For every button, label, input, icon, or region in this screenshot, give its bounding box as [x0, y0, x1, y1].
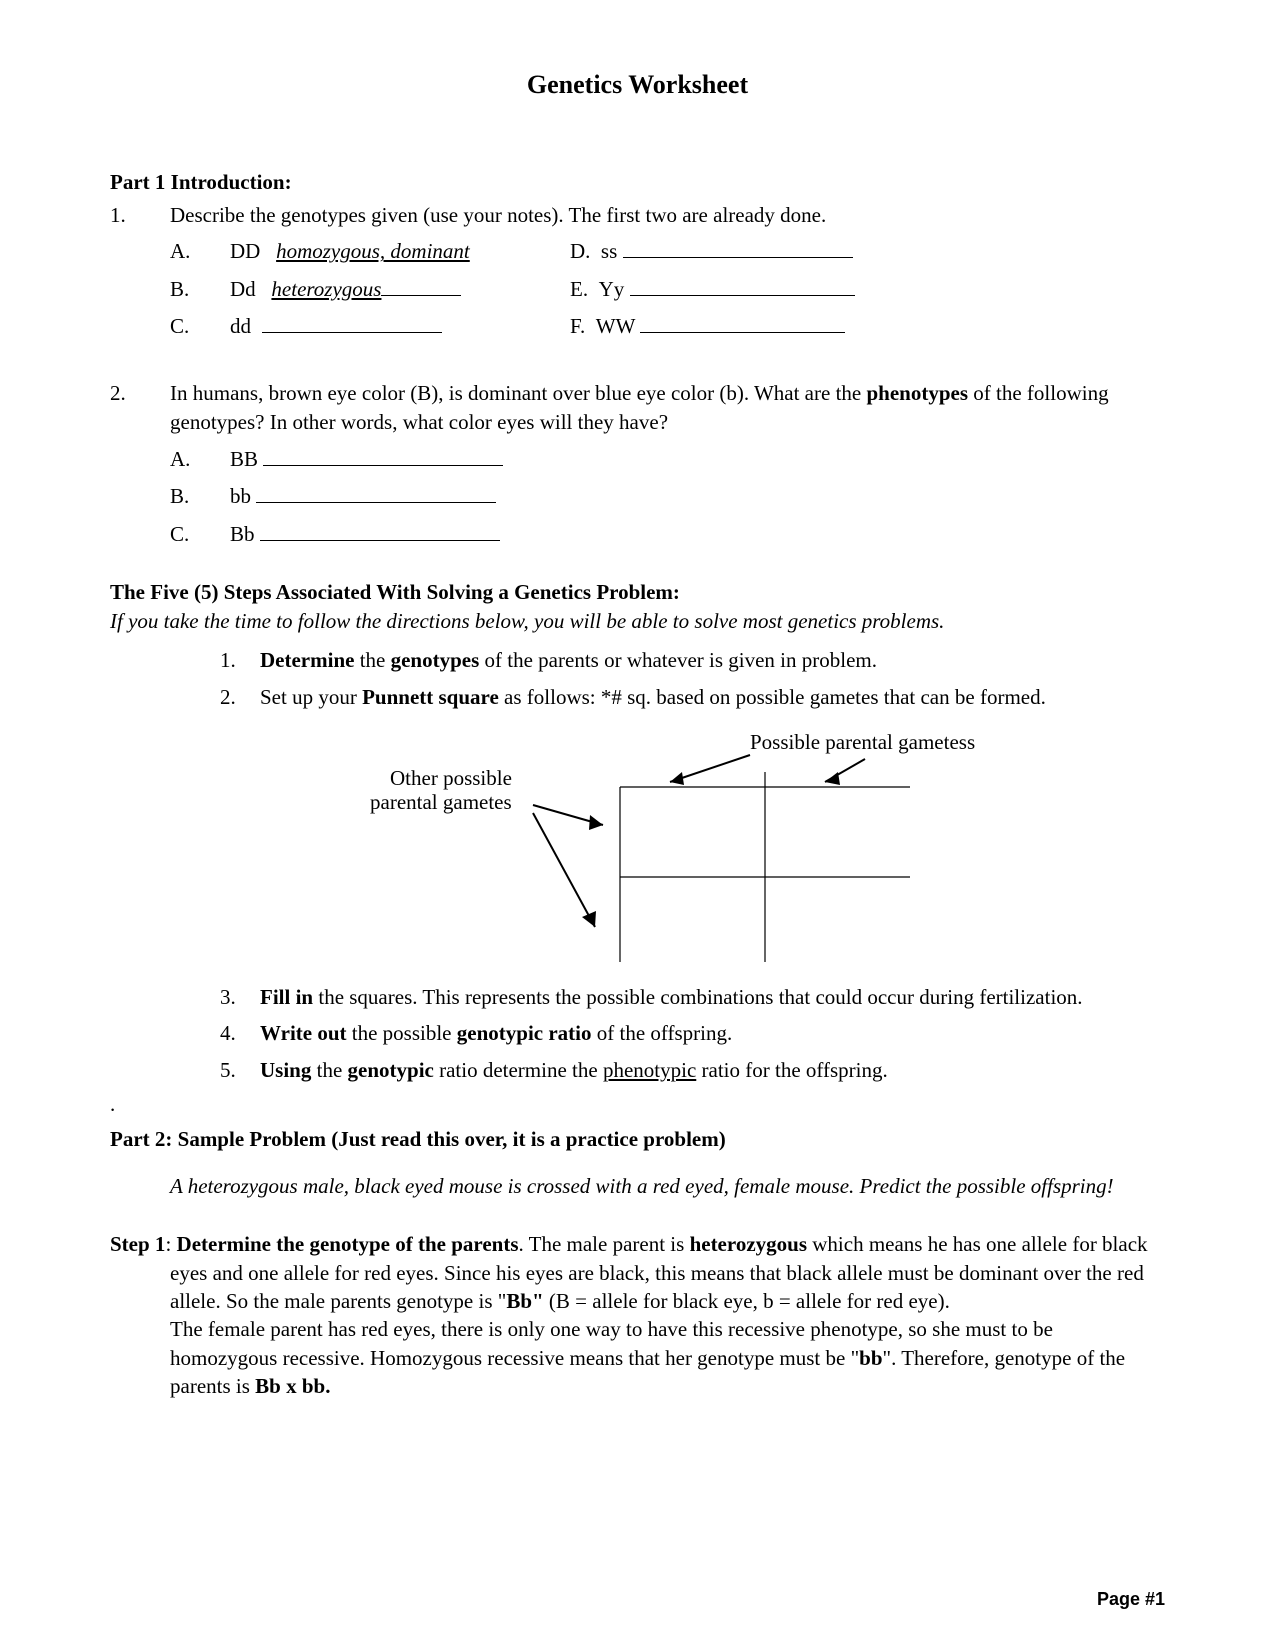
- diagram-label-left2: parental gametes: [370, 790, 512, 814]
- q2-letter: A.: [170, 444, 230, 476]
- blank-line: [640, 312, 845, 333]
- q1-letter: A.: [170, 236, 230, 268]
- q1-genotype: ss: [601, 239, 617, 263]
- step-4: 4. Write out the possible genotypic rati…: [220, 1019, 1165, 1047]
- q1-prompt: Describe the genotypes given (use your n…: [170, 201, 1165, 230]
- blank-line: [630, 275, 855, 296]
- q1-genotype: Yy: [599, 277, 625, 301]
- q1-row: B. Dd heterozygous E. Yy: [170, 274, 1165, 306]
- step-1: 1. Determine the genotypes of the parent…: [220, 646, 1165, 674]
- diagram-label-right: Possible parental gametess: [750, 730, 975, 754]
- q1-genotype: DD: [230, 239, 260, 263]
- step-num: 1.: [220, 646, 260, 674]
- question-1: 1. Describe the genotypes given (use you…: [110, 201, 1165, 230]
- stray-dot: .: [110, 1092, 1165, 1117]
- q2-row: A. BB: [170, 444, 1165, 476]
- blank-line: [263, 445, 503, 466]
- blank-line: [260, 520, 500, 541]
- q1-genotype: dd: [230, 314, 251, 338]
- part1-heading: Part 1 Introduction:: [110, 170, 1165, 195]
- punnett-diagram: Possible parental gametess Other possibl…: [270, 727, 1165, 967]
- diagram-label-left1: Other possible: [390, 766, 512, 790]
- q2-row: B. bb: [170, 481, 1165, 513]
- question-2: 2. In humans, brown eye color (B), is do…: [110, 379, 1165, 438]
- steps-subtitle: If you take the time to follow the direc…: [110, 609, 1165, 634]
- page-title: Genetics Worksheet: [110, 70, 1165, 100]
- q2-row: C. Bb: [170, 519, 1165, 551]
- step-num: 5.: [220, 1056, 260, 1084]
- q1-letter: D.: [570, 239, 590, 263]
- q2-genotype: bb: [230, 484, 251, 508]
- q1-letter: F.: [570, 314, 585, 338]
- q1-genotype: Dd: [230, 277, 256, 301]
- step-num: 4.: [220, 1019, 260, 1047]
- part2-heading: Part 2: Sample Problem (Just read this o…: [110, 1127, 1165, 1152]
- sample-problem: A heterozygous male, black eyed mouse is…: [170, 1172, 1165, 1200]
- q2-prompt: In humans, brown eye color (B), is domin…: [170, 379, 1165, 438]
- step-5: 5. Using the genotypic ratio determine t…: [220, 1056, 1165, 1084]
- blank-line: [381, 275, 461, 296]
- step-2: 2. Set up your Punnett square as follows…: [220, 683, 1165, 711]
- q1-letter: C.: [170, 311, 230, 343]
- q1-letter: E.: [570, 277, 588, 301]
- page-number: Page #1: [1097, 1589, 1165, 1610]
- step-num: 3.: [220, 983, 260, 1011]
- steps-heading: The Five (5) Steps Associated With Solvi…: [110, 580, 1165, 605]
- step1-paragraph-1: Step 1: Determine the genotype of the pa…: [110, 1230, 1165, 1315]
- blank-line: [256, 482, 496, 503]
- q2-genotype: BB: [230, 447, 258, 471]
- blank-line: [262, 312, 442, 333]
- q2-letter: C.: [170, 519, 230, 551]
- q1-row: C. dd F. WW: [170, 311, 1165, 343]
- q1-letter: B.: [170, 274, 230, 306]
- q2-genotype: Bb: [230, 522, 255, 546]
- q1-answer: heterozygous: [271, 277, 381, 301]
- blank-line: [623, 237, 853, 258]
- step-3: 3. Fill in the squares. This represents …: [220, 983, 1165, 1011]
- q2-num: 2.: [110, 379, 170, 438]
- step1-paragraph-2: The female parent has red eyes, there is…: [110, 1315, 1165, 1400]
- q1-genotype: WW: [596, 314, 635, 338]
- q2-letter: B.: [170, 481, 230, 513]
- q1-answer: homozygous, dominant: [276, 239, 470, 263]
- step-num: 2.: [220, 683, 260, 711]
- q1-row: A. DD homozygous, dominant D. ss: [170, 236, 1165, 268]
- q1-num: 1.: [110, 201, 170, 230]
